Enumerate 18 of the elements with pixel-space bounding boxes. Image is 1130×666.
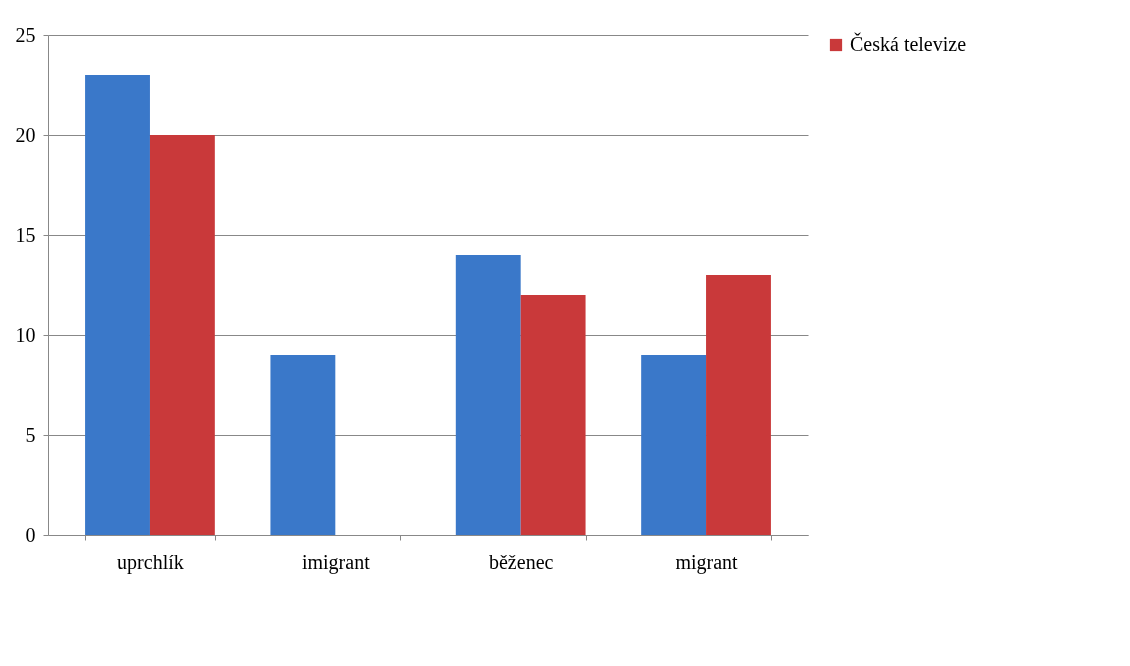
bar: [706, 275, 771, 535]
y-tick-label: 20: [15, 123, 36, 146]
bar: [641, 355, 707, 535]
x-tick-label: uprchlík: [117, 550, 184, 574]
x-tick-label: migrant: [675, 550, 739, 574]
x-tick-label: imigrant: [301, 550, 371, 574]
bar: [520, 295, 586, 535]
y-tick-label: 0: [25, 523, 36, 546]
y-tick-label: 25: [15, 23, 36, 46]
y-tick-label: 10: [15, 323, 36, 346]
y-tick-label: 15: [15, 223, 36, 246]
bar: [455, 255, 521, 535]
bar: [85, 75, 150, 535]
bar: [270, 355, 336, 535]
bar: [149, 135, 215, 535]
legend-label: Česká televize: [850, 32, 967, 55]
y-tick-label: 5: [25, 423, 36, 446]
x-tick-label: běženec: [488, 550, 554, 573]
